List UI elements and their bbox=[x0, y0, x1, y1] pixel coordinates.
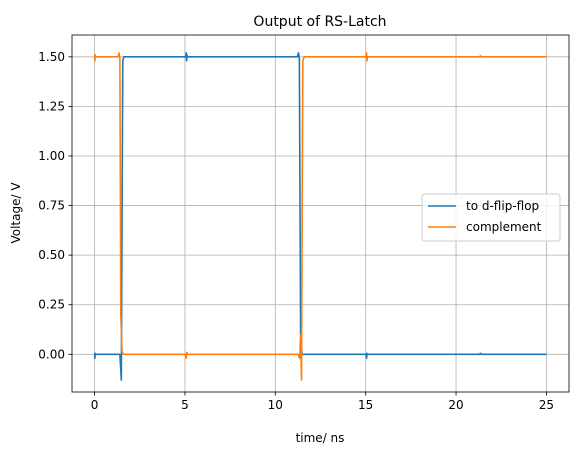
y-tick-label: 1.25 bbox=[38, 99, 65, 113]
x-axis-label: time/ ns bbox=[296, 431, 345, 445]
legend: to d-flip-flop complement bbox=[421, 193, 561, 242]
x-tick-label: 0 bbox=[91, 398, 99, 412]
series-line-to-d-flip-flop bbox=[93, 52, 547, 381]
x-axis-ticks: 0 5 10 15 20 25 bbox=[91, 392, 554, 412]
chart-title: Output of RS-Latch bbox=[253, 14, 386, 30]
y-tick-label: 0.00 bbox=[38, 347, 65, 361]
y-tick-label: 0.25 bbox=[38, 298, 65, 312]
axes-frame bbox=[71, 34, 570, 393]
legend-box bbox=[421, 193, 561, 242]
legend-label-complement: complement bbox=[466, 220, 542, 234]
series-line-complement bbox=[93, 52, 547, 381]
y-tick-label: 1.50 bbox=[38, 50, 65, 64]
y-axis-ticks: 0.00 0.25 0.50 0.75 1.00 1.25 1.50 bbox=[38, 50, 72, 361]
legend-label-to-d-flip-flop: to d-flip-flop bbox=[466, 199, 539, 213]
x-tick-label: 20 bbox=[448, 398, 463, 412]
x-tick-label: 5 bbox=[181, 398, 189, 412]
x-tick-label: 15 bbox=[358, 398, 373, 412]
y-tick-label: 1.00 bbox=[38, 149, 65, 163]
y-axis-label: Voltage/ V bbox=[9, 182, 23, 244]
x-tick-label: 25 bbox=[539, 398, 554, 412]
plot-area bbox=[93, 52, 547, 381]
y-tick-label: 0.50 bbox=[38, 248, 65, 262]
y-tick-label: 0.75 bbox=[38, 199, 65, 213]
x-tick-label: 10 bbox=[268, 398, 283, 412]
